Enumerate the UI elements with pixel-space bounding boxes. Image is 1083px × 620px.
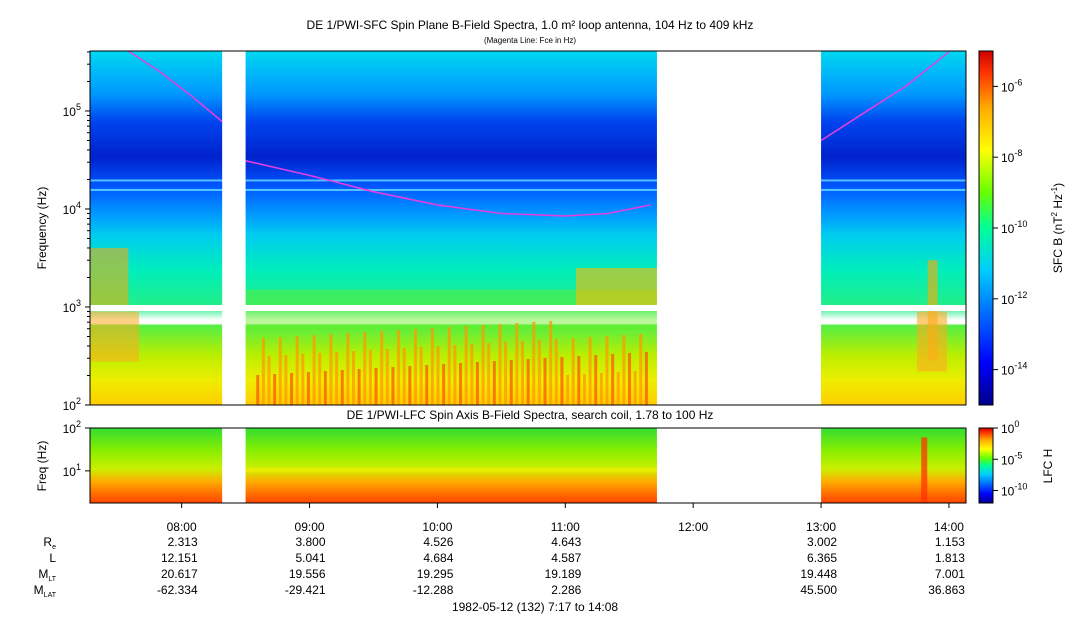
ephemeris-label-mlt: MLT: [38, 567, 56, 583]
ephemeris-values: 2.313 3.800 4.526 4.643 3.002 1.153 12.151 5.04…: [157, 535, 965, 597]
ephemeris-value-l: 4.587: [551, 551, 581, 565]
sfc-cbar-label-a: SFC B (nT: [1051, 216, 1065, 273]
colorbar-tick-label: 10-6: [1001, 77, 1022, 94]
ephemeris-value-l: 6.365: [807, 551, 837, 565]
time-tick-label: 14:00: [934, 520, 964, 534]
time-tick-label: 11:00: [551, 520, 580, 534]
colorbar-tick-label: 10-8: [1001, 148, 1022, 165]
ephemeris-value-re: 3.002: [807, 535, 837, 549]
ephemeris-value-mlat: 36.863: [928, 583, 965, 597]
lfc-y-tick-label: 102: [63, 419, 81, 436]
ephemeris-value-mlat: -29.421: [285, 583, 326, 597]
sfc-cbar-label-exp2: -1: [1050, 186, 1059, 194]
time-tick-label: 08:00: [167, 520, 197, 534]
lfc-emission-features: [245, 437, 928, 503]
data-gap: [222, 428, 246, 503]
time-tick-label: 10:00: [422, 520, 452, 534]
lfc-y-ticks: 101 102: [63, 419, 90, 479]
lfc-ylabel: Freq (Hz): [35, 441, 49, 492]
ephemeris-value-mlat: 2.286: [551, 583, 581, 597]
data-gap: [222, 51, 246, 405]
ephemeris-value-re: 3.800: [296, 535, 326, 549]
lfc-colorbar-label: LFC H: [1041, 449, 1055, 484]
ephemeris-label-l: L: [49, 551, 56, 565]
sfc-colorbar-scale: [978, 50, 994, 406]
time-tick-label: 13:00: [806, 520, 836, 534]
sfc-y-tick-label: 103: [63, 298, 81, 315]
sfc-emission-features: [90, 179, 966, 405]
time-tick-label: 09:00: [295, 520, 325, 534]
ephemeris-value-mlt: 19.448: [800, 567, 837, 581]
ephemeris-value-mlt: 19.189: [545, 567, 582, 581]
ephemeris-value-mlt: 19.295: [417, 567, 454, 581]
sfc-cbar-label-mid: Hz: [1051, 194, 1065, 212]
ephemeris-value-l: 4.684: [423, 551, 453, 565]
ephemeris-value-l: 5.041: [296, 551, 326, 565]
ephemeris-value-mlat: -12.288: [413, 583, 454, 597]
sfc-frame: [89, 50, 967, 406]
lfc-frame: [89, 427, 967, 504]
ephemeris-value-l: 12.151: [161, 551, 198, 565]
sfc-data-gaps: [222, 51, 822, 405]
sfc-cbar-label-end: ): [1051, 183, 1065, 187]
sfc-spectrogram: [90, 51, 966, 405]
sfc-y-tick-label: 105: [63, 102, 81, 119]
lfc-y-tick-label: 101: [63, 462, 81, 479]
sfc-ylabel: Frequency (Hz): [35, 187, 49, 270]
data-gap: [656, 428, 822, 503]
lfc-colorbar-ticks: 100 10-5 10-10: [993, 419, 1027, 499]
ephemeris-value-re: 1.153: [935, 535, 965, 549]
ephemeris-label-re: Re: [43, 535, 56, 551]
sfc-cbar-label-exp1: 2: [1050, 211, 1059, 216]
ephemeris-value-mlat: -62.334: [157, 583, 198, 597]
colorbar-tick-label: 100: [1001, 419, 1019, 436]
colorbar-tick-label: 10-12: [1001, 290, 1027, 307]
colorbar-tick-label: 10-10: [1001, 219, 1027, 236]
colorbar-tick-label: 10-5: [1001, 450, 1022, 467]
sfc-y-tick-label: 102: [63, 396, 81, 413]
sfc-y-ticks: 102 103 104 105: [63, 51, 90, 413]
lfc-data-gaps: [222, 428, 822, 503]
sfc-title: DE 1/PWI-SFC Spin Plane B-Field Spectra,…: [307, 18, 754, 32]
colorbar-tick-label: 10-10: [1001, 482, 1027, 499]
lfc-colorbar: 100 10-5 10-10 LFC H: [978, 419, 1055, 504]
ephemeris-value-mlt: 19.556: [289, 567, 326, 581]
sfc-subtitle: (Magenta Line: Fce in Hz): [484, 36, 576, 45]
ephemeris-value-mlt: 20.617: [161, 567, 198, 581]
ephemeris-value-re: 4.643: [551, 535, 581, 549]
time-axis: 08:00 09:00 10:00 11:00 12:00 13:00 14:00: [167, 503, 964, 534]
lfc-title: DE 1/PWI-LFC Spin Axis B-Field Spectra, …: [347, 408, 714, 422]
sfc-colorbar-label: SFC B (nT2 Hz-1): [1050, 183, 1065, 273]
data-gap: [656, 51, 822, 405]
ephemeris-value-l: 1.813: [935, 551, 965, 565]
ephemeris-value-mlt: 7.001: [935, 567, 965, 581]
fce-line: [127, 50, 950, 217]
lfc-panel: 101 102 Freq (Hz): [35, 419, 967, 504]
sfc-panel: 102 103 104 105 Frequency (Hz): [35, 50, 967, 413]
footer-time-range: 1982-05-12 (132) 7:17 to 14:08: [452, 600, 618, 614]
ephemeris-value-re: 4.526: [423, 535, 453, 549]
sfc-colorbar: 10-6 10-8 10-10 10-12 10-14 SFC B (nT2 Hz-1): [978, 50, 1065, 406]
lfc-colorbar-scale: [978, 427, 994, 504]
lfc-spectrogram: [90, 428, 966, 503]
ephemeris-label-mlat: MLAT: [34, 583, 57, 599]
ephemeris-value-mlat: 45.500: [800, 583, 837, 597]
ephemeris-value-re: 2.313: [168, 535, 198, 549]
colorbar-tick-label: 10-14: [1001, 361, 1027, 378]
sfc-y-tick-label: 104: [63, 200, 81, 217]
sfc-gap-band: [90, 305, 966, 311]
sfc-colorbar-ticks: 10-6 10-8 10-10 10-12 10-14: [993, 77, 1027, 378]
time-tick-label: 12:00: [678, 520, 708, 534]
